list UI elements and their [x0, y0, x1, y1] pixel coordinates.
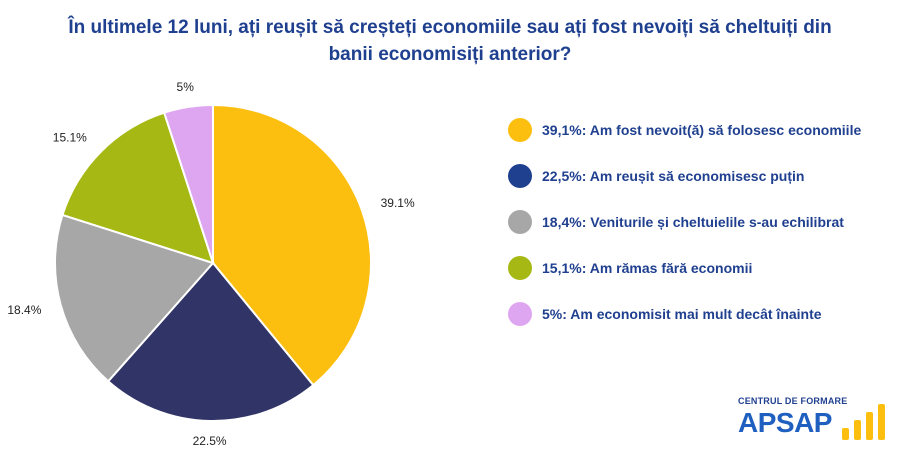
legend-item-5: 5%: Am economisit mai mult decât înainte: [508, 300, 861, 328]
legend-swatch-5: [508, 302, 532, 326]
legend-swatch-4: [508, 256, 532, 280]
legend: 39,1%: Am fost nevoit(ă) să folosesc eco…: [508, 116, 861, 346]
pie-slice-3: [54, 213, 215, 383]
logo-bar-4: [878, 404, 885, 440]
logo-bars-icon: [842, 404, 885, 440]
legend-item-1: 39,1%: Am fost nevoit(ă) să folosesc eco…: [508, 116, 861, 144]
logo-subtitle: CENTRUL DE FORMARE: [738, 396, 848, 406]
pie-slice-1: [212, 103, 372, 387]
legend-label-3: 18,4%: Veniturile și cheltuielile s-au e…: [542, 214, 844, 230]
legend-swatch-1: [508, 118, 532, 142]
apsap-logo: CENTRUL DE FORMARE APSAP: [738, 396, 888, 444]
legend-item-3: 18,4%: Veniturile și cheltuielile s-au e…: [508, 208, 861, 236]
pie-slice-label-5: 5%: [177, 80, 195, 94]
pie-slice-2: [106, 261, 315, 422]
logo-bar-1: [842, 428, 849, 440]
logo-bar-3: [866, 412, 873, 440]
legend-label-5: 5%: Am economisit mai mult decât înainte: [542, 306, 822, 322]
logo-wordmark: APSAP: [738, 407, 832, 438]
legend-label-1: 39,1%: Am fost nevoit(ă) să folosesc eco…: [542, 122, 862, 138]
legend-item-4: 15,1%: Am rămas fără economii: [508, 254, 861, 282]
logo-bar-2: [854, 420, 861, 440]
pie-slice-5: [162, 103, 214, 264]
pie-slice-label-3: 18.4%: [7, 303, 41, 317]
chart-title-line-1: În ultimele 12 luni, ați reușit să creșt…: [68, 17, 832, 38]
legend-label-2: 22,5%: Am reușit să economisesc puțin: [542, 168, 805, 184]
pie-slice-label-1: 39.1%: [381, 196, 415, 210]
legend-swatch-2: [508, 164, 532, 188]
legend-item-2: 22,5%: Am reușit să economisesc puțin: [508, 162, 861, 190]
pie-slice-label-4: 15.1%: [53, 130, 87, 144]
legend-label-4: 15,1%: Am rămas fără economii: [542, 260, 753, 276]
pie-slice-label-2: 22.5%: [193, 434, 227, 448]
chart-title-line-2: banii economisiți anterior?: [328, 44, 572, 65]
chart-title: În ultimele 12 luni, ați reușit să creșt…: [40, 14, 860, 68]
legend-swatch-3: [508, 210, 532, 234]
